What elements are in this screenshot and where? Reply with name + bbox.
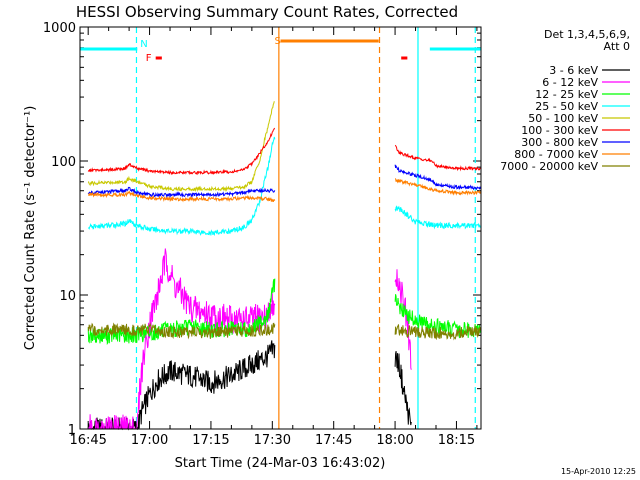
plot-frame bbox=[79, 26, 482, 430]
legend-label: 800 - 7000 keV bbox=[514, 148, 598, 161]
legend-label: 50 - 100 keV bbox=[528, 112, 598, 125]
x-tick-label: 18:00 bbox=[376, 433, 413, 448]
series-line bbox=[87, 164, 481, 199]
series-line bbox=[87, 127, 481, 176]
y-tick-label: 10 bbox=[59, 289, 76, 304]
legend-label: 300 - 800 keV bbox=[521, 136, 598, 149]
legend-label: 7000 - 20000 keV bbox=[500, 160, 598, 173]
x-axis-label: Start Time (24-Mar-03 16:43:02) bbox=[175, 456, 386, 471]
x-tick-label: 17:45 bbox=[315, 433, 352, 448]
x-tick-label: 17:15 bbox=[192, 433, 229, 448]
series-line bbox=[88, 178, 481, 203]
flag-label: N bbox=[140, 39, 147, 50]
y-tick-label: 100 bbox=[51, 155, 76, 170]
chart-title: HESSI Observing Summary Count Rates, Cor… bbox=[76, 3, 458, 21]
flag-label: S bbox=[275, 36, 281, 47]
legend-label: 100 - 300 keV bbox=[521, 124, 598, 137]
x-tick-label: 16:45 bbox=[69, 433, 106, 448]
legend-label: 6 - 12 keV bbox=[542, 76, 598, 89]
y-tick-label: 1 bbox=[68, 423, 76, 438]
legend-header-line-1: Det 1,3,4,5,6,9, bbox=[544, 28, 630, 41]
x-tick-label: 17:00 bbox=[131, 433, 168, 448]
series-line bbox=[87, 321, 481, 341]
y-axis-label: Corrected Count Rate (s⁻¹ detector⁻¹) bbox=[23, 106, 38, 351]
legend-header-line-2: Att 0 bbox=[604, 40, 630, 53]
series-line bbox=[87, 101, 275, 193]
series-line bbox=[87, 136, 481, 237]
flag-label: F bbox=[146, 53, 152, 64]
legend-label: 25 - 50 keV bbox=[535, 100, 598, 113]
x-tick-label: 18:15 bbox=[438, 433, 475, 448]
footer-date: 15-Apr-2010 12:25 bbox=[561, 467, 636, 476]
x-tick-label: 17:30 bbox=[254, 433, 291, 448]
series-line bbox=[87, 340, 412, 431]
legend-label: 3 - 6 keV bbox=[549, 64, 598, 77]
legend-label: 12 - 25 keV bbox=[535, 88, 598, 101]
y-tick-label: 1000 bbox=[43, 21, 76, 36]
